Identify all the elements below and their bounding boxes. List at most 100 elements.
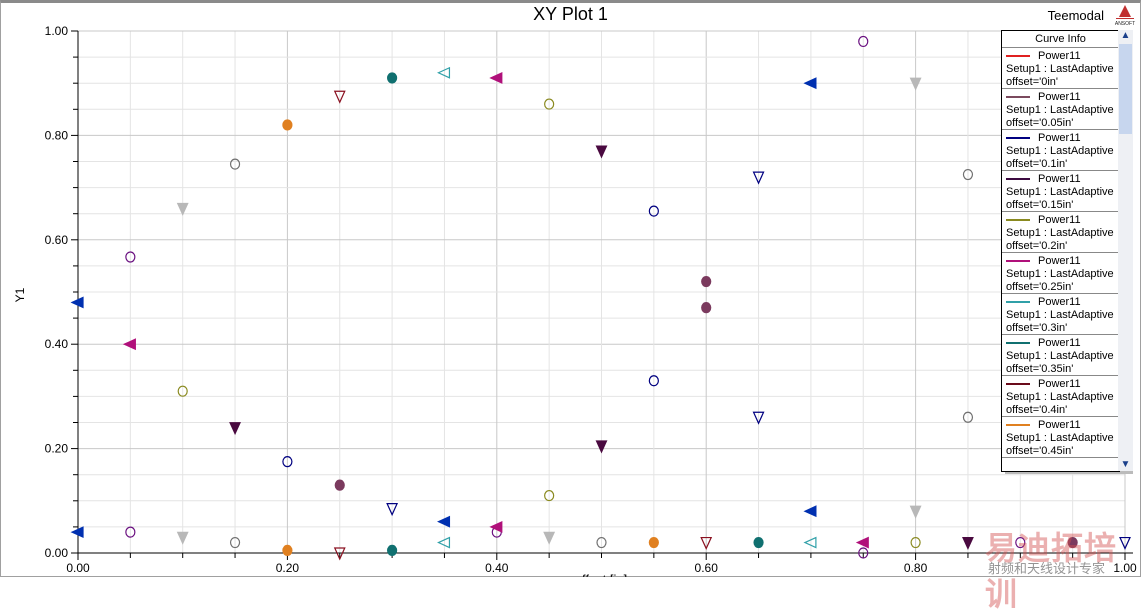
data-point (858, 547, 869, 559)
data-point (701, 275, 712, 288)
legend-item[interactable]: Power11 Setup1 : LastAdaptive offset='0.35… (1002, 335, 1119, 376)
curve-name: Power11 (1038, 337, 1081, 349)
y-axis-label: Y1 (13, 287, 27, 302)
data-point (648, 205, 659, 217)
curve-color-swatch (1006, 137, 1030, 140)
curve-color-swatch (1006, 424, 1030, 427)
data-point (125, 526, 136, 538)
legend-item[interactable]: Power11 Setup1 : LastAdaptive offset='0.25… (1002, 253, 1119, 294)
y-tick-label: 1.00 (45, 24, 69, 38)
data-point (803, 505, 817, 518)
data-point (229, 536, 241, 549)
data-point (229, 158, 241, 170)
data-point (386, 503, 399, 517)
curve-setup: Setup1 : LastAdaptive (1006, 186, 1114, 198)
curve-offset: offset='0.35in' (1006, 363, 1074, 375)
curve-offset: offset='0.05in' (1006, 117, 1074, 129)
xy-plot: 0.00 0.20 0.40 0.60 0.80 1.00 0.00 0.20 0.40 0.60… (13, 24, 1137, 577)
data-point (122, 338, 136, 351)
curve-setup: Setup1 : LastAdaptive (1006, 104, 1114, 116)
data-point (752, 171, 765, 185)
data-point (910, 536, 921, 549)
x-tick-label: 0.40 (485, 561, 509, 575)
data-point (282, 544, 293, 556)
curve-offset: offset='0in' (1006, 76, 1059, 88)
curve-setup: Setup1 : LastAdaptive (1006, 350, 1114, 362)
y-tick-label: 0.20 (45, 442, 69, 456)
svg-text:ANSOFT: ANSOFT (1115, 21, 1135, 26)
curve-offset: offset='0.2in' (1006, 240, 1068, 252)
data-point (333, 90, 346, 104)
data-point (437, 536, 451, 549)
legend-scrollbar[interactable]: ▲ ▼ (1118, 30, 1133, 471)
curve-color-swatch (1006, 383, 1030, 386)
data-point (543, 531, 556, 545)
curve-name: Power11 (1038, 50, 1081, 62)
curve-setup: Setup1 : LastAdaptive (1006, 309, 1114, 321)
data-point (855, 536, 869, 549)
curve-info-legend[interactable]: Curve Info Power11 Setup1 : LastAdaptive o… (1001, 30, 1120, 472)
y-tick-label: 0.60 (45, 233, 69, 247)
curve-color-swatch (1006, 301, 1030, 304)
data-point (701, 302, 712, 314)
curve-offset: offset='0.3in' (1006, 322, 1068, 334)
data-point (125, 251, 136, 263)
curve-setup: Setup1 : LastAdaptive (1006, 268, 1114, 280)
legend-item[interactable]: Power11 Setup1 : LastAdaptive offset='0.3i… (1002, 294, 1119, 335)
watermark-subtitle: 射频和天线设计专家 (988, 561, 1106, 576)
plot-title: XY Plot 1 (533, 4, 608, 24)
data-point (1119, 536, 1131, 551)
data-point (489, 72, 503, 84)
data-point (962, 168, 974, 181)
data-point (595, 145, 608, 159)
data-point (962, 411, 974, 423)
legend-item[interactable]: Power11 Setup1 : LastAdaptive offset='0.1i… (1002, 130, 1119, 171)
curve-name: Power11 (1038, 132, 1081, 144)
data-point (489, 520, 503, 533)
data-point (648, 375, 659, 387)
legend-item[interactable]: Power11 Setup1 : LastAdaptive offset='0in' (1002, 48, 1119, 89)
data-point (282, 456, 293, 468)
data-point (334, 479, 345, 491)
x-axis-label: offset [in] (575, 572, 628, 577)
curve-setup: Setup1 : LastAdaptive (1006, 145, 1114, 157)
data-point (962, 536, 974, 551)
curve-color-swatch (1006, 96, 1030, 99)
curve-setup: Setup1 : LastAdaptive (1006, 391, 1114, 403)
scroll-up-icon[interactable]: ▲ (1120, 30, 1131, 41)
data-point (282, 119, 293, 131)
data-point (176, 202, 189, 216)
data-point (177, 385, 188, 397)
y-tick-label: 0.80 (45, 128, 69, 142)
legend-item[interactable]: Power11 Setup1 : LastAdaptive offset='0.4i… (1002, 376, 1119, 417)
data-point (752, 411, 765, 425)
curve-offset: offset='0.15in' (1006, 199, 1074, 211)
data-point (803, 536, 817, 549)
data-point (1015, 536, 1026, 549)
legend-shadow (1005, 470, 1133, 474)
x-tick-label: 0.20 (276, 561, 300, 575)
data-point (909, 77, 922, 91)
curve-color-swatch (1006, 219, 1030, 222)
data-point (595, 440, 608, 454)
data-point (909, 505, 922, 519)
legend-header: Curve Info (1002, 31, 1119, 48)
data-point (648, 536, 659, 549)
legend-item[interactable]: Power11 Setup1 : LastAdaptive offset='0.45… (1002, 417, 1119, 458)
scroll-thumb[interactable] (1119, 44, 1132, 134)
curve-color-swatch (1006, 55, 1030, 58)
data-point (437, 66, 451, 79)
x-tick-label: 0.00 (66, 561, 90, 575)
data-point (596, 536, 607, 549)
curve-name: Power11 (1038, 255, 1081, 267)
curve-name: Power11 (1038, 378, 1081, 390)
data-point (1067, 536, 1078, 549)
data-point (387, 544, 398, 556)
legend-item[interactable]: Power11 Setup1 : LastAdaptive offset='0.15… (1002, 171, 1119, 212)
curve-name: Power11 (1038, 214, 1081, 226)
legend-item[interactable]: Power11 Setup1 : LastAdaptive offset='0.05… (1002, 89, 1119, 130)
scroll-down-icon[interactable]: ▼ (1120, 459, 1131, 470)
data-point (176, 531, 189, 545)
legend-item[interactable]: Power11 Setup1 : LastAdaptive offset='0.2i… (1002, 212, 1119, 253)
data-point (437, 515, 451, 528)
